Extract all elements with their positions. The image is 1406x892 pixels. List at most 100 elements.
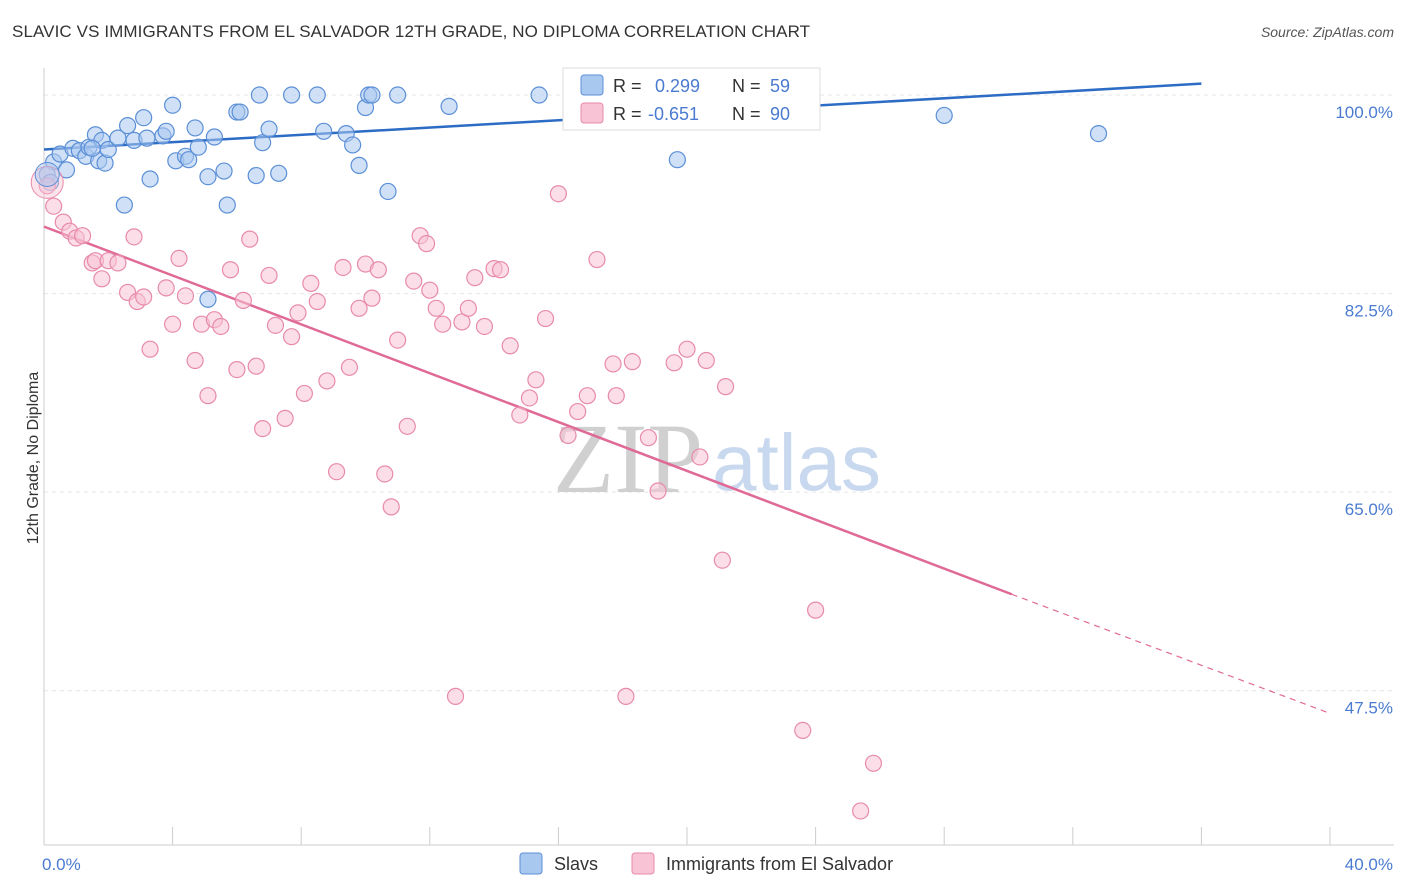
- salvador-point-76: [617, 687, 635, 705]
- salvador-point-30: [254, 419, 272, 438]
- salvador-point-68: [536, 309, 555, 328]
- legend-r-label-2: R =: [613, 104, 642, 124]
- slavs-point-large: [34, 161, 60, 187]
- salvador-point-72: [578, 387, 596, 405]
- slavs-point-26: [199, 168, 217, 186]
- salvador-trend-line: [43, 225, 1013, 596]
- salvador-point-84: [713, 551, 731, 569]
- salvador-point-46: [369, 261, 387, 279]
- slavs-point-36: [250, 86, 269, 104]
- legend-swatch-salvador: [580, 102, 604, 124]
- salvador-point-81: [678, 340, 696, 358]
- salvador-point-82: [691, 448, 709, 466]
- salvador-point-15: [141, 340, 159, 358]
- salvador-point-40: [327, 463, 346, 481]
- legend-r-value-1: 0.299: [655, 76, 700, 96]
- salvador-point-24: [212, 317, 230, 336]
- y-tick-label-3: 100.0%: [1335, 103, 1393, 122]
- salvador-point-20: [186, 351, 204, 370]
- salvador-point-78: [639, 429, 658, 447]
- salvador-point-34: [282, 328, 301, 346]
- salvador-point-71: [569, 402, 587, 421]
- slavs-point-49: [530, 86, 548, 104]
- salvador-point-54: [421, 281, 439, 299]
- slavs-point-47: [389, 86, 407, 104]
- slavs-point-23: [180, 151, 198, 169]
- y-tick-label-1: 65.0%: [1345, 500, 1393, 519]
- salvador-point-22: [199, 387, 217, 405]
- salvador-point-25: [221, 261, 240, 279]
- slavs-point-24: [189, 138, 207, 156]
- salvador-point-28: [241, 230, 259, 248]
- slavs-point-55: [115, 196, 133, 214]
- slavs-point-34: [260, 120, 278, 138]
- salvador-point-17: [164, 315, 182, 333]
- salvador-point-63: [491, 261, 510, 279]
- salvador-point-79: [649, 482, 667, 500]
- salvador-point-66: [520, 389, 539, 407]
- salvador-point-59: [459, 299, 477, 317]
- slavs-point-46: [379, 182, 397, 201]
- salvador-point-32: [266, 316, 285, 334]
- watermark-atlas: atlas: [712, 418, 881, 507]
- salvador-point-19: [176, 287, 195, 305]
- chart-title: SLAVIC VS IMMIGRANTS FROM EL SALVADOR 12…: [12, 22, 811, 41]
- salvador-point-39: [318, 372, 336, 390]
- salvador-point-70: [559, 426, 577, 445]
- slavs-point-19: [157, 122, 175, 140]
- slavs-point-45: [363, 86, 381, 104]
- salvador-point-69: [549, 185, 568, 203]
- salvador-point-83: [697, 351, 715, 370]
- slavs-point-54: [199, 290, 217, 308]
- salvador-point-31: [260, 266, 278, 285]
- salvador-point-35: [289, 304, 307, 322]
- salvador-point-74: [604, 355, 622, 373]
- slavs-point-48: [440, 97, 458, 115]
- salvador-point-53: [417, 235, 436, 253]
- slavs-point-31: [231, 103, 249, 121]
- y-tick-label-0: 47.5%: [1345, 699, 1393, 718]
- salvador-point-33: [276, 409, 294, 427]
- salvador-point-87: [806, 601, 825, 619]
- salvador-point-67: [527, 371, 545, 389]
- slavs-point-51: [668, 151, 686, 169]
- salvador-point-12: [125, 228, 143, 246]
- x-tick-label-0: 0.0%: [42, 855, 81, 874]
- slavs-point-29: [218, 196, 236, 214]
- slavs-point-53: [1089, 124, 1108, 143]
- salvador-point-80: [665, 354, 683, 372]
- salvador-point-51: [405, 272, 423, 290]
- salvador-point-73: [588, 250, 606, 269]
- y-tick-label-2: 82.5%: [1345, 302, 1393, 321]
- slavs-point-37: [282, 86, 301, 104]
- trend-lines: [43, 82, 1331, 714]
- y-axis-label: 12th Grade, No Diploma: [25, 372, 42, 545]
- salvador-point-43: [350, 299, 368, 317]
- slavs-point-38: [308, 86, 326, 104]
- salvador-point-16: [157, 279, 175, 297]
- watermark-zip: ZIP: [553, 403, 703, 514]
- slavs-point-41: [344, 136, 362, 154]
- salvador-point-5: [73, 227, 92, 245]
- salvador-point-29: [247, 357, 265, 375]
- salvador-point-56: [434, 315, 452, 333]
- salvador-point-8: [93, 270, 111, 288]
- slavs-point-39: [315, 122, 333, 140]
- salvador-point-38: [308, 292, 326, 311]
- salvador-point-88: [852, 802, 870, 820]
- salvador-trend-line-dashed: [1011, 593, 1331, 714]
- salvador-point-36: [295, 384, 314, 403]
- legend-swatch-slavs: [580, 74, 604, 96]
- slavs-point-42: [350, 156, 368, 174]
- salvador-point-61: [475, 317, 494, 336]
- slavs-point-16: [138, 129, 156, 147]
- bottom-legend-swatch-slavs: [519, 852, 543, 875]
- salvador-point-45: [363, 289, 381, 307]
- legend-n-value-1: 59: [770, 76, 790, 96]
- bottom-legend-swatch-salvador: [631, 852, 655, 875]
- bottom-legend-slavs: Slavs: [554, 854, 598, 874]
- salvador-point-27: [234, 291, 252, 309]
- slavs-point-15: [135, 109, 153, 127]
- bottom-legend: Slavs Immigrants from El Salvador: [519, 852, 893, 875]
- slavs-point-13: [118, 117, 137, 135]
